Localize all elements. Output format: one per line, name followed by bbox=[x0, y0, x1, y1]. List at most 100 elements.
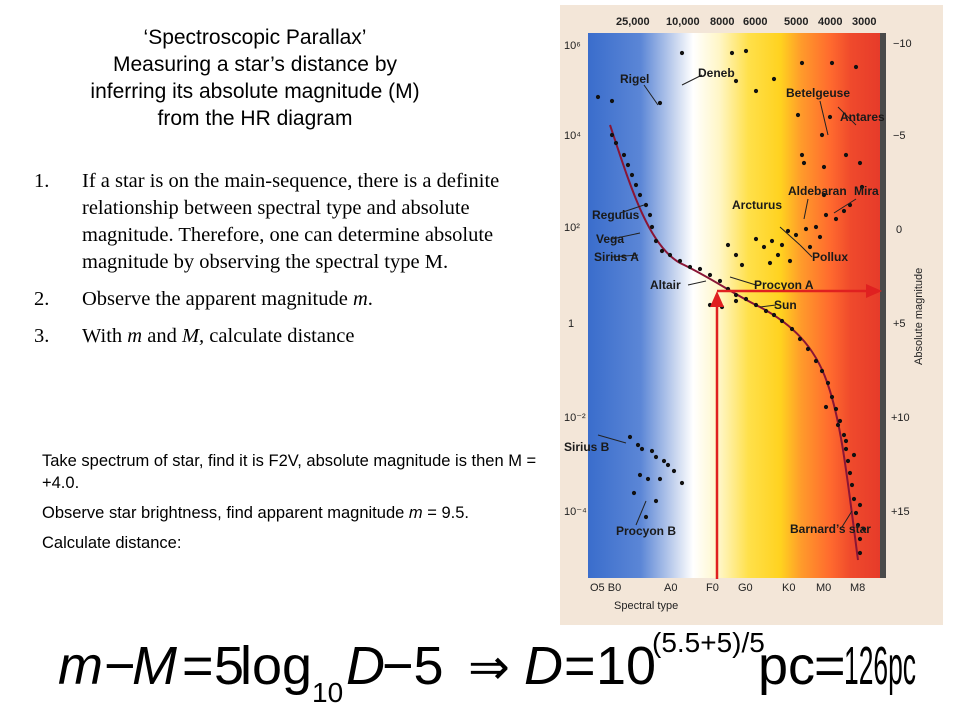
hr-star-dots bbox=[595, 48, 867, 556]
step-var-M: M, bbox=[181, 325, 205, 347]
star-dot bbox=[795, 112, 801, 118]
hr-diagram: 25,000 10,000 8000 6000 5000 4000 3000 1… bbox=[560, 5, 943, 625]
spectral-class-label: A0 bbox=[664, 582, 677, 594]
spectral-class-label: G0 bbox=[738, 582, 753, 594]
note-brightness: Observe star brightness, find apparent m… bbox=[42, 504, 469, 522]
top-temp-label: 5000 bbox=[784, 16, 808, 28]
leader-line bbox=[635, 500, 647, 526]
star-dot bbox=[657, 476, 663, 482]
note-calculate: Calculate distance: bbox=[42, 534, 182, 552]
star-dot bbox=[857, 550, 863, 556]
star-dot bbox=[779, 242, 785, 248]
step-text-post: calculate distance bbox=[204, 325, 355, 347]
horizontal-arrow-head bbox=[866, 284, 882, 298]
leader-line bbox=[729, 276, 757, 286]
star-dot bbox=[743, 48, 749, 54]
formula-coefficient: 5 bbox=[214, 636, 244, 696]
right-tick-label: −10 bbox=[893, 38, 912, 50]
star-dot bbox=[821, 192, 827, 198]
step-text-mid: and bbox=[142, 325, 182, 347]
star-dot bbox=[687, 264, 693, 270]
star-dot bbox=[827, 114, 833, 120]
left-tick-label: 10⁴ bbox=[564, 130, 581, 142]
star-dot bbox=[743, 296, 749, 302]
star-dot bbox=[643, 202, 649, 208]
step-var: m bbox=[352, 288, 368, 310]
star-dot bbox=[775, 252, 781, 258]
star-dot bbox=[763, 308, 769, 314]
star-dot bbox=[813, 224, 819, 230]
star-label-aldebaran: Aldebaran bbox=[788, 184, 847, 198]
top-temp-label: 4000 bbox=[818, 16, 842, 28]
star-label-pollux: Pollux bbox=[812, 250, 848, 264]
star-dot bbox=[805, 346, 811, 352]
step-number: 3. bbox=[34, 325, 50, 347]
star-dot bbox=[767, 260, 773, 266]
top-temp-label: 8000 bbox=[710, 16, 734, 28]
leader-line bbox=[833, 198, 857, 214]
top-temp-label: 3000 bbox=[852, 16, 876, 28]
star-dot bbox=[793, 232, 799, 238]
star-dot bbox=[733, 252, 739, 258]
star-dot bbox=[823, 212, 829, 218]
title-line-2: Measuring a star’s distance by bbox=[112, 53, 398, 76]
star-label-procyon-b: Procyon B bbox=[616, 524, 676, 538]
star-dot bbox=[855, 522, 861, 528]
step-var-m: m bbox=[127, 325, 143, 347]
spectral-class-label: O5 B0 bbox=[590, 582, 621, 594]
star-dot bbox=[813, 358, 819, 364]
star-dot bbox=[659, 248, 665, 254]
star-dot bbox=[609, 132, 615, 138]
star-dot bbox=[729, 50, 735, 56]
star-label-deneb: Deneb bbox=[698, 66, 735, 80]
star-dot bbox=[829, 60, 835, 66]
star-dot bbox=[627, 434, 633, 440]
star-dot bbox=[637, 472, 643, 478]
formula-equals-2: = bbox=[564, 636, 596, 696]
star-dot bbox=[841, 208, 847, 214]
star-dot bbox=[635, 442, 641, 448]
hr-spectrum-band bbox=[588, 33, 880, 578]
star-label-rigel: Rigel bbox=[620, 72, 649, 86]
star-dot bbox=[771, 76, 777, 82]
star-dot bbox=[753, 302, 759, 308]
star-dot bbox=[821, 164, 827, 170]
star-dot bbox=[845, 458, 851, 464]
leader-line bbox=[643, 84, 659, 106]
formula-log: log bbox=[240, 636, 312, 696]
leader-line bbox=[819, 100, 829, 136]
star-dot bbox=[733, 292, 739, 298]
star-label-mira: Mira bbox=[854, 184, 879, 198]
star-dot bbox=[657, 100, 663, 106]
step-3: 3. With m and M, calculate distance bbox=[30, 323, 560, 350]
star-dot bbox=[817, 234, 823, 240]
star-label-betelgeuse: Betelgeuse bbox=[786, 86, 850, 100]
star-dot bbox=[853, 64, 859, 70]
star-dot bbox=[769, 238, 775, 244]
leader-line bbox=[619, 204, 645, 214]
star-dot bbox=[835, 422, 841, 428]
star-dot bbox=[799, 60, 805, 66]
star-dot bbox=[679, 50, 685, 56]
star-dot bbox=[853, 510, 859, 516]
top-temp-label: 25,000 bbox=[616, 16, 650, 28]
star-label-arcturus: Arcturus bbox=[732, 198, 782, 212]
title-line-3: inferring its absolute magnitude (M) bbox=[90, 80, 420, 103]
formula-minus: − bbox=[104, 636, 136, 696]
formula-m: m bbox=[58, 636, 103, 696]
star-dot bbox=[829, 394, 835, 400]
star-dot bbox=[629, 172, 635, 178]
star-dot bbox=[857, 536, 863, 542]
star-dot bbox=[649, 448, 655, 454]
leader-line bbox=[779, 226, 801, 246]
vertical-arrow-head bbox=[710, 291, 724, 307]
star-dot bbox=[797, 336, 803, 342]
left-tick-label: 10⁻² bbox=[564, 412, 586, 424]
top-temp-label: 10,000 bbox=[666, 16, 700, 28]
spectral-class-label: M0 bbox=[816, 582, 831, 594]
star-dot bbox=[843, 438, 849, 444]
star-dot bbox=[625, 162, 631, 168]
slide-title: ‘Spectroscopic Parallax’ Measuring a sta… bbox=[30, 24, 480, 132]
star-dot bbox=[661, 458, 667, 464]
star-dot bbox=[857, 502, 863, 508]
